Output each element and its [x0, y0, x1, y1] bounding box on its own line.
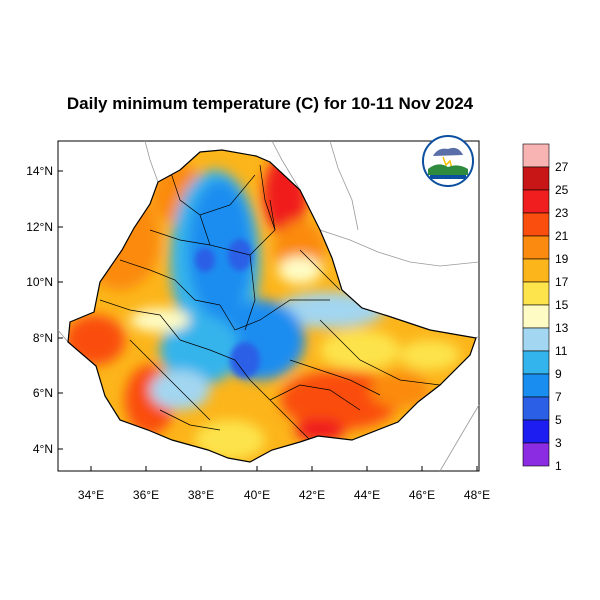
admin-boundaries: [99, 164, 441, 441]
legend-label: 7: [555, 390, 562, 404]
y-tick-label: 8°N: [33, 331, 53, 345]
legend-swatch: [522, 281, 550, 306]
legend-label: 25: [555, 183, 569, 197]
y-tick-label: 10°N: [26, 275, 53, 289]
y-tick-label: 14°N: [26, 164, 53, 178]
legend-swatch: [522, 212, 550, 237]
legend-label: 9: [555, 367, 562, 381]
legend-swatch: [522, 235, 550, 260]
y-tick-label: 4°N: [33, 442, 53, 456]
legend-swatch: [522, 373, 550, 398]
x-tick-label: 38°E: [188, 488, 214, 502]
legend-swatch: [522, 258, 550, 283]
legend-swatch: [522, 419, 550, 444]
x-tick-label: 36°E: [133, 488, 159, 502]
x-tick-label: 46°E: [409, 488, 435, 502]
legend-label: 5: [555, 413, 562, 427]
legend-label: 27: [555, 160, 569, 174]
legend-swatch: [522, 396, 550, 421]
legend-swatch: [522, 350, 550, 375]
legend-swatch: [522, 143, 550, 168]
legend-swatch: [522, 166, 550, 191]
x-tick-label: 48°E: [464, 488, 490, 502]
x-tick-label: 34°E: [78, 488, 104, 502]
legend-label: 15: [555, 298, 569, 312]
legend-label: 21: [555, 229, 569, 243]
legend-label: 19: [555, 252, 569, 266]
x-tick-label: 40°E: [244, 488, 270, 502]
legend-swatch: [522, 304, 550, 329]
y-tick-label: 6°N: [33, 386, 53, 400]
map-title: Daily minimum temperature (C) for 10-11 …: [66, 94, 474, 113]
legend-label: 17: [555, 275, 569, 289]
color-legend: 27 25 23 21 19 17 15 13 11 9 7 5 3 1: [522, 143, 569, 473]
x-tick-label: 44°E: [354, 488, 380, 502]
legend-swatch: [522, 327, 550, 352]
legend-label: 11: [555, 344, 568, 358]
ethiopia-outline: [67, 149, 477, 463]
legend-label: 3: [555, 436, 562, 450]
legend-swatch: [522, 189, 550, 214]
x-tick-label: 42°E: [299, 488, 325, 502]
legend-label: 23: [555, 206, 569, 220]
y-tick-label: 12°N: [26, 220, 53, 234]
y-axis: [58, 170, 63, 450]
legend-label: 1: [555, 459, 562, 473]
x-axis: [90, 466, 478, 471]
legend-swatch: [522, 442, 550, 467]
ethiopian-meteorology-institute-logo: [422, 135, 474, 187]
neighbor-borders: [57, 140, 480, 472]
legend-label: 13: [555, 321, 569, 335]
